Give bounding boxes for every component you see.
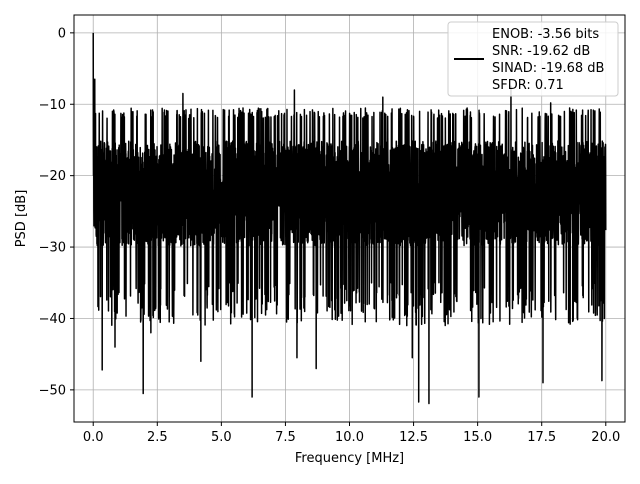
- y-tick-label: −50: [39, 383, 66, 398]
- legend-entry-sinad: SINAD: -19.68 dB: [492, 61, 604, 76]
- x-axis-label: Frequency [MHz]: [295, 451, 404, 466]
- legend-entry-enob: ENOB: -3.56 bits: [492, 27, 599, 42]
- legend-entry-snr: SNR: -19.62 dB: [492, 44, 590, 59]
- psd-series: [92, 32, 607, 405]
- x-tick-label: 20.0: [591, 430, 620, 445]
- x-tick-label: 2.5: [147, 430, 168, 445]
- legend-entry-sfdr: SFDR: 0.71: [492, 78, 564, 93]
- x-tick-label: 5.0: [211, 430, 232, 445]
- legend-box: [447, 21, 619, 97]
- x-tick-label: 10.0: [335, 430, 364, 445]
- y-tick-label: −10: [39, 98, 66, 113]
- x-tick-label: 12.5: [399, 430, 428, 445]
- y-tick-label: 0: [58, 26, 66, 41]
- x-tick-label: 0.0: [83, 430, 104, 445]
- y-tick-label: −40: [39, 312, 66, 327]
- x-tick-label: 15.0: [463, 430, 492, 445]
- y-tick-label: −20: [39, 169, 66, 184]
- y-tick-label: −30: [39, 241, 66, 256]
- y-axis-ticks: 0 −10 −20 −30 −40 −50: [39, 26, 74, 398]
- legend: ENOB: -3.56 bits SNR: -19.62 dB SINAD: -…: [447, 21, 619, 97]
- y-axis-label: PSD [dB]: [14, 190, 29, 248]
- x-tick-label: 17.5: [527, 430, 556, 445]
- x-axis-ticks: 0.0 2.5 5.0 7.5 10.0 12.5 15.0 17.5 20.0: [83, 422, 620, 445]
- psd-line: [92, 32, 607, 405]
- x-tick-label: 7.5: [275, 430, 296, 445]
